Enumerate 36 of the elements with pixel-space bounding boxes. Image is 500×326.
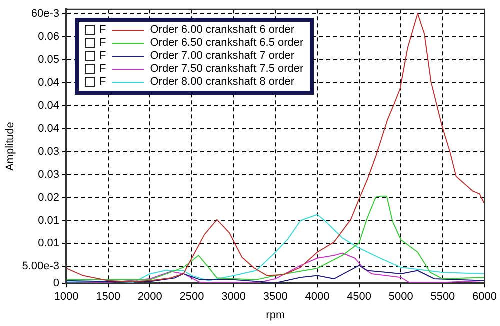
annotation: F	[100, 50, 106, 63]
x-tick-label: 5500	[430, 291, 456, 304]
y-tick-label: 0.04	[38, 100, 60, 112]
x-tick-label: 4500	[347, 291, 372, 304]
y-tick-label: 0.01	[38, 214, 60, 227]
y-tick-label: 0.04	[38, 77, 60, 90]
x-tick-label: 2500	[180, 291, 204, 304]
y-tick-label: 60e-3	[31, 8, 60, 20]
legend-label: Order 8.00 crankshaft 8 order	[150, 76, 295, 89]
y-tick-label: 5.00e-3	[22, 260, 60, 273]
x-tick-label: 6000	[472, 291, 498, 304]
x-tick-label: 1000	[54, 291, 79, 304]
legend-label: Order 6.00 crankshaft 6 order	[150, 24, 295, 37]
x-tick-label: 1500	[96, 291, 121, 304]
y-tick-label: 0.01	[38, 238, 60, 250]
y-tick-label: 0.03	[38, 146, 60, 158]
x-tick-label: 5000	[388, 291, 414, 304]
annotation: F	[100, 62, 106, 76]
y-tick-label: 0.02	[38, 192, 60, 204]
annotation: F	[100, 76, 106, 89]
y-tick-label: 0.05	[38, 54, 60, 66]
y-tick-label: 0.04	[38, 122, 60, 135]
x-tick-label: 3000	[222, 291, 246, 304]
legend-label: Order 7.00 crankshaft 7 order	[150, 50, 295, 63]
legend-label: Order 6.50 crankshaft 6.5 order	[150, 36, 304, 50]
y-axis-title: Amplitude	[4, 122, 17, 172]
x-tick-label: 2000	[138, 291, 162, 304]
x-tick-label: 3500	[263, 291, 288, 304]
y-tick-label: 0	[53, 278, 60, 290]
legend-label: Order 7.50 crankshaft 7.5 order	[150, 62, 304, 76]
annotation: F	[100, 36, 106, 50]
y-tick-label: 0.03	[38, 168, 60, 181]
annotation: F	[100, 24, 106, 37]
x-axis-title: rpm	[266, 309, 286, 322]
y-tick-label: 0.06	[38, 31, 60, 44]
x-tick-label: 4000	[305, 291, 330, 304]
